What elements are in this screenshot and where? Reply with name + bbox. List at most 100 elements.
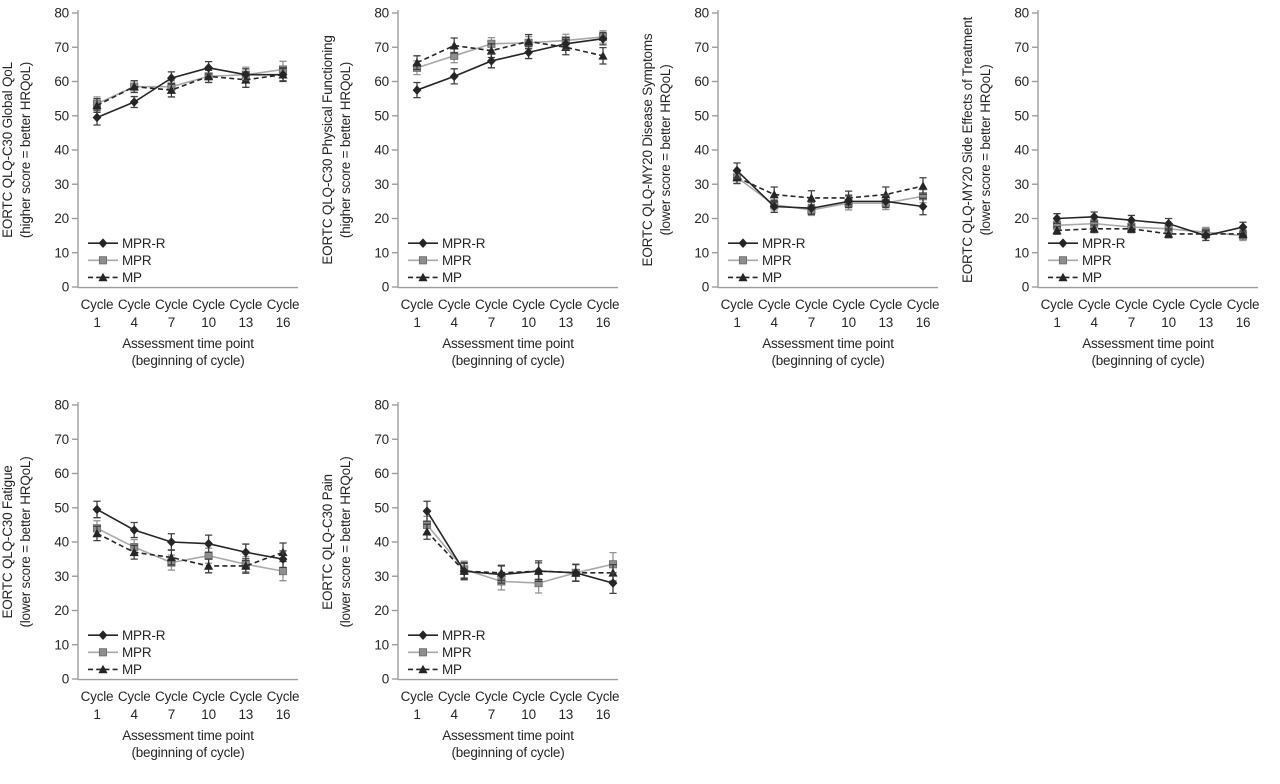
x-tick-label-word: Cycle — [832, 297, 865, 312]
x-tick-label-word: Cycle — [1078, 297, 1111, 312]
diamond-marker — [738, 238, 748, 248]
triangle-marker — [449, 40, 459, 50]
x-axis-title: Assessment time point — [122, 728, 254, 743]
legend-label-MPR: MPR — [122, 253, 152, 268]
diamond-marker — [241, 69, 251, 80]
triangle-marker — [486, 46, 496, 55]
y-tick-label: 20 — [374, 211, 389, 226]
diamond-marker — [92, 112, 102, 123]
y-axis-label: EORTC QLQ-C30 Fatigue — [0, 465, 15, 618]
x-tick-label-word: Cycle — [1115, 297, 1148, 312]
x-tick-label-number: 10 — [841, 315, 856, 330]
series-MPR-R — [732, 162, 928, 216]
x-tick-label-word: Cycle — [475, 689, 508, 704]
y-ticks: 0 10 20 30 40 50 60 70 80 — [374, 6, 398, 295]
x-tick-label-number: 1 — [93, 707, 100, 722]
x-tick-label-number: 16 — [596, 315, 611, 330]
x-tick-label-word: Cycle — [907, 297, 940, 312]
diamond-marker — [204, 538, 213, 549]
y-axis-sublabel: (lower score = better HRQoL) — [18, 456, 33, 627]
series-MPR-R — [92, 500, 288, 568]
square-marker — [98, 648, 108, 657]
x-axis-subtitle: (beginning of cycle) — [771, 353, 884, 368]
triangle-marker — [166, 552, 176, 562]
series-line-MPR-R — [96, 508, 284, 560]
triangle-marker — [129, 547, 139, 557]
triangle-marker — [92, 528, 102, 538]
y-tick-label: 20 — [374, 603, 389, 618]
x-tick-label-number: 1 — [733, 315, 740, 330]
y-tick-label: 30 — [54, 177, 69, 192]
diamond-marker — [278, 69, 288, 80]
series-line-MPR — [416, 36, 604, 69]
x-tick-label-word: Cycle — [549, 689, 582, 704]
x-tick-label-word: Cycle — [512, 297, 545, 312]
x-tick-label-word: Cycle — [721, 297, 754, 312]
series-line-MPR — [426, 524, 614, 584]
triangle-marker — [422, 527, 432, 536]
triangle-marker — [881, 189, 891, 199]
x-tick-label-number: 13 — [238, 315, 253, 330]
diamond-marker — [204, 63, 213, 73]
x-tick-label-word: Cycle — [267, 689, 300, 704]
x-tick-label-word: Cycle — [438, 297, 471, 312]
x-tick-label-word: Cycle — [81, 297, 114, 312]
x-tick-label-word: Cycle — [1152, 297, 1185, 312]
y-axis-label: EORTC QLQ-C30 Pain — [320, 474, 335, 610]
x-tick-label-number: 7 — [488, 315, 495, 330]
y-tick-label: 70 — [374, 432, 389, 447]
diamond-marker — [412, 85, 422, 95]
series-markers-MP — [732, 172, 928, 202]
x-tick-label-number: 13 — [558, 315, 573, 330]
x-tick-label-number: 7 — [488, 707, 495, 722]
x-tick-label-number: 13 — [558, 707, 573, 722]
x-tick-labels: Cycle 1 Cycle 4 Cycle 7 Cycle 10 Cycle 13 Cycle 16 — [81, 689, 300, 722]
triangle-marker — [204, 561, 214, 570]
series-line-MP — [736, 176, 924, 199]
y-tick-label: 10 — [54, 245, 69, 260]
legend-label-MP: MP — [122, 662, 142, 677]
x-tick-label-word: Cycle — [192, 297, 225, 312]
error-bars-MPR — [93, 60, 287, 112]
x-tick-label-number: 1 — [93, 315, 100, 330]
x-tick-label-number: 7 — [168, 707, 175, 722]
triangle-marker — [129, 82, 139, 91]
x-tick-label-number: 13 — [1198, 315, 1213, 330]
diamond-marker — [534, 566, 543, 576]
error-bars-MPR — [413, 30, 607, 76]
triangle-marker — [241, 561, 251, 570]
series-line-MPR-R — [1056, 215, 1244, 237]
series-line-MPR-R — [416, 37, 604, 91]
x-tick-label-number: 1 — [413, 707, 420, 722]
triangle-marker — [98, 272, 108, 282]
x-tick-label-word: Cycle — [587, 297, 620, 312]
y-tick-label: 60 — [54, 74, 69, 89]
diamond-marker — [844, 196, 853, 207]
diamond-marker — [1238, 222, 1248, 232]
diamond-marker — [807, 203, 816, 214]
x-tick-label-number: 1 — [413, 315, 420, 330]
y-tick-label: 40 — [374, 143, 389, 158]
series-line-MP — [96, 73, 284, 107]
y-tick-label: 0 — [382, 280, 389, 295]
y-tick-label: 40 — [54, 535, 69, 550]
legend-label-MPR-R: MPR-R — [442, 628, 486, 643]
axis-lines — [1037, 10, 1258, 289]
series-MPR-R — [412, 31, 608, 99]
y-tick-label: 60 — [54, 466, 69, 481]
triangle-marker — [166, 85, 176, 94]
y-axis-label: EORTC QLQ-C30 Global QoL — [0, 61, 15, 237]
diamond-marker — [278, 554, 288, 564]
x-tick-label-number: 7 — [168, 315, 175, 330]
x-tick-label-word: Cycle — [1041, 297, 1074, 312]
y-ticks: 0 10 20 30 40 50 60 70 80 — [54, 398, 78, 687]
y-tick-label: 30 — [54, 569, 69, 584]
y-tick-label: 10 — [694, 245, 709, 260]
x-tick-label-number: 7 — [808, 315, 815, 330]
square-marker — [278, 567, 288, 576]
y-tick-label: 50 — [54, 108, 69, 123]
x-axis-subtitle: (beginning of cycle) — [1091, 353, 1204, 368]
legend: MPR-R MPR MP — [408, 236, 486, 285]
triangle-marker — [412, 58, 422, 67]
